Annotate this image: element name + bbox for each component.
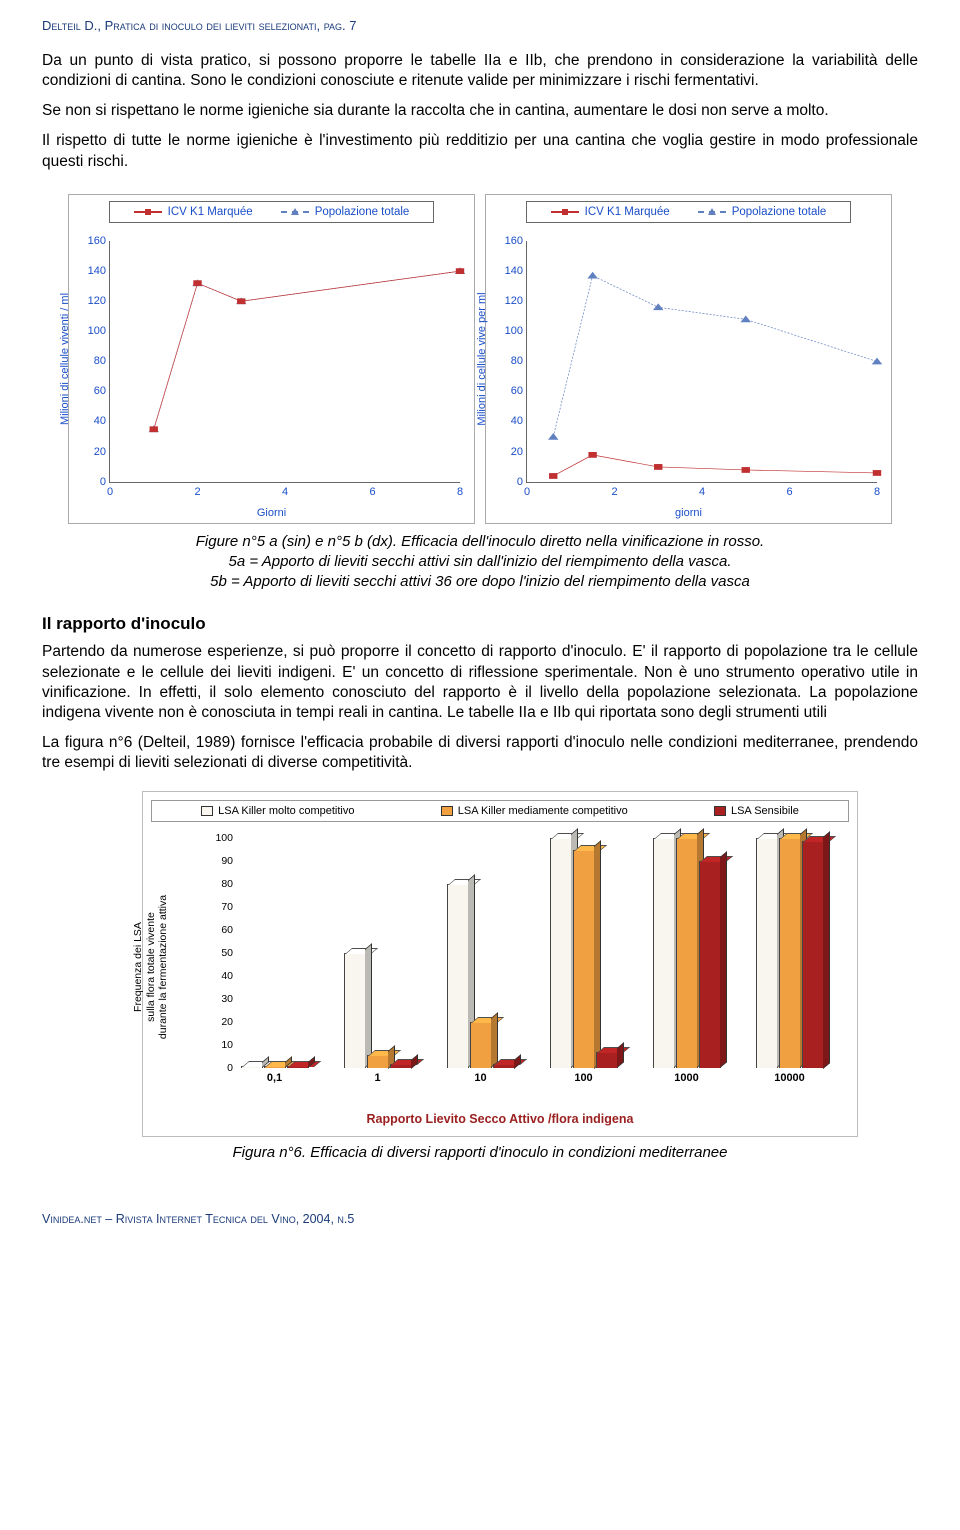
legend-item: Popolazione totale: [281, 206, 410, 218]
paragraph: Partendo da numerose esperienze, si può …: [42, 642, 918, 723]
legend-label: ICV K1 Marquée: [585, 206, 670, 218]
x-axis-label: Giorni: [257, 507, 286, 519]
swatch-icon: [441, 806, 453, 816]
legend-label: Popolazione totale: [732, 206, 827, 218]
bar-plot: Frequenza dei LSAsulla flora totale vive…: [195, 832, 847, 1102]
legend-item: LSA Killer molto competitivo: [201, 805, 354, 817]
bar-chart: LSA Killer molto competitivo LSA Killer …: [142, 791, 858, 1137]
paragraph: Da un punto di vista pratico, si possono…: [42, 51, 918, 91]
figure-6-caption: Figura n°6. Efficacia di diversi rapport…: [58, 1143, 902, 1163]
square-marker-icon: [134, 211, 162, 213]
paragraph: Se non si rispettano le norme igieniche …: [42, 101, 918, 121]
line-chart-a: ICV K1 Marquée Popolazione totale Milion…: [68, 194, 475, 524]
x-axis-label: giorni: [675, 507, 702, 519]
plot-area: 02040608010012014016002468: [526, 241, 877, 483]
caption-line: 5b = Apporto di lieviti secchi attivi 36…: [210, 573, 750, 590]
bar-plot-area: 01020304050607080901000,1110100100010000: [223, 838, 841, 1068]
page-footer: Vinidea.net – Rivista Internet Tecnica d…: [42, 1212, 918, 1226]
caption-line: 5a = Apporto di lieviti secchi attivi si…: [229, 553, 732, 570]
line-charts-row: ICV K1 Marquée Popolazione totale Milion…: [68, 194, 892, 524]
paragraph: La figura n°6 (Delteil, 1989) fornisce l…: [42, 733, 918, 773]
triangle-marker-icon: [698, 211, 726, 213]
chart-legend: ICV K1 Marquée Popolazione totale: [109, 201, 434, 223]
chart-legend: ICV K1 Marquée Popolazione totale: [526, 201, 851, 223]
legend-item: ICV K1 Marquée: [134, 206, 253, 218]
plot-area: 02040608010012014016002468: [109, 241, 460, 483]
legend-item: ICV K1 Marquée: [551, 206, 670, 218]
legend-label: LSA Killer mediamente competitivo: [458, 805, 628, 817]
y-axis-label: Milioni di cellule viventi / ml: [59, 293, 71, 425]
legend-item: Popolazione totale: [698, 206, 827, 218]
x-axis-label: Rapporto Lievito Secco Attivo /flora ind…: [143, 1108, 857, 1136]
figure-5-caption: Figure n°5 a (sin) e n°5 b (dx). Efficac…: [58, 532, 902, 593]
line-chart-b: ICV K1 Marquée Popolazione totale Milion…: [485, 194, 892, 524]
bar-legend: LSA Killer molto competitivo LSA Killer …: [151, 800, 849, 822]
triangle-marker-icon: [281, 211, 309, 213]
swatch-icon: [201, 806, 213, 816]
legend-label: LSA Sensibile: [731, 805, 799, 817]
square-marker-icon: [551, 211, 579, 213]
legend-label: LSA Killer molto competitivo: [218, 805, 354, 817]
legend-label: ICV K1 Marquée: [168, 206, 253, 218]
y-axis-label: Milioni di cellule vive per ml: [476, 292, 488, 425]
caption-line: Figure n°5 a (sin) e n°5 b (dx). Efficac…: [196, 533, 764, 550]
paragraph: Il rispetto di tutte le norme igieniche …: [42, 131, 918, 171]
y-axis-label: Frequenza dei LSAsulla flora totale vive…: [132, 895, 170, 1039]
swatch-icon: [714, 806, 726, 816]
section-heading: Il rapporto d'inoculo: [42, 614, 918, 634]
legend-item: LSA Killer mediamente competitivo: [441, 805, 628, 817]
page-header: Delteil D., Pratica di inoculo dei lievi…: [42, 18, 918, 33]
legend-label: Popolazione totale: [315, 206, 410, 218]
legend-item: LSA Sensibile: [714, 805, 799, 817]
